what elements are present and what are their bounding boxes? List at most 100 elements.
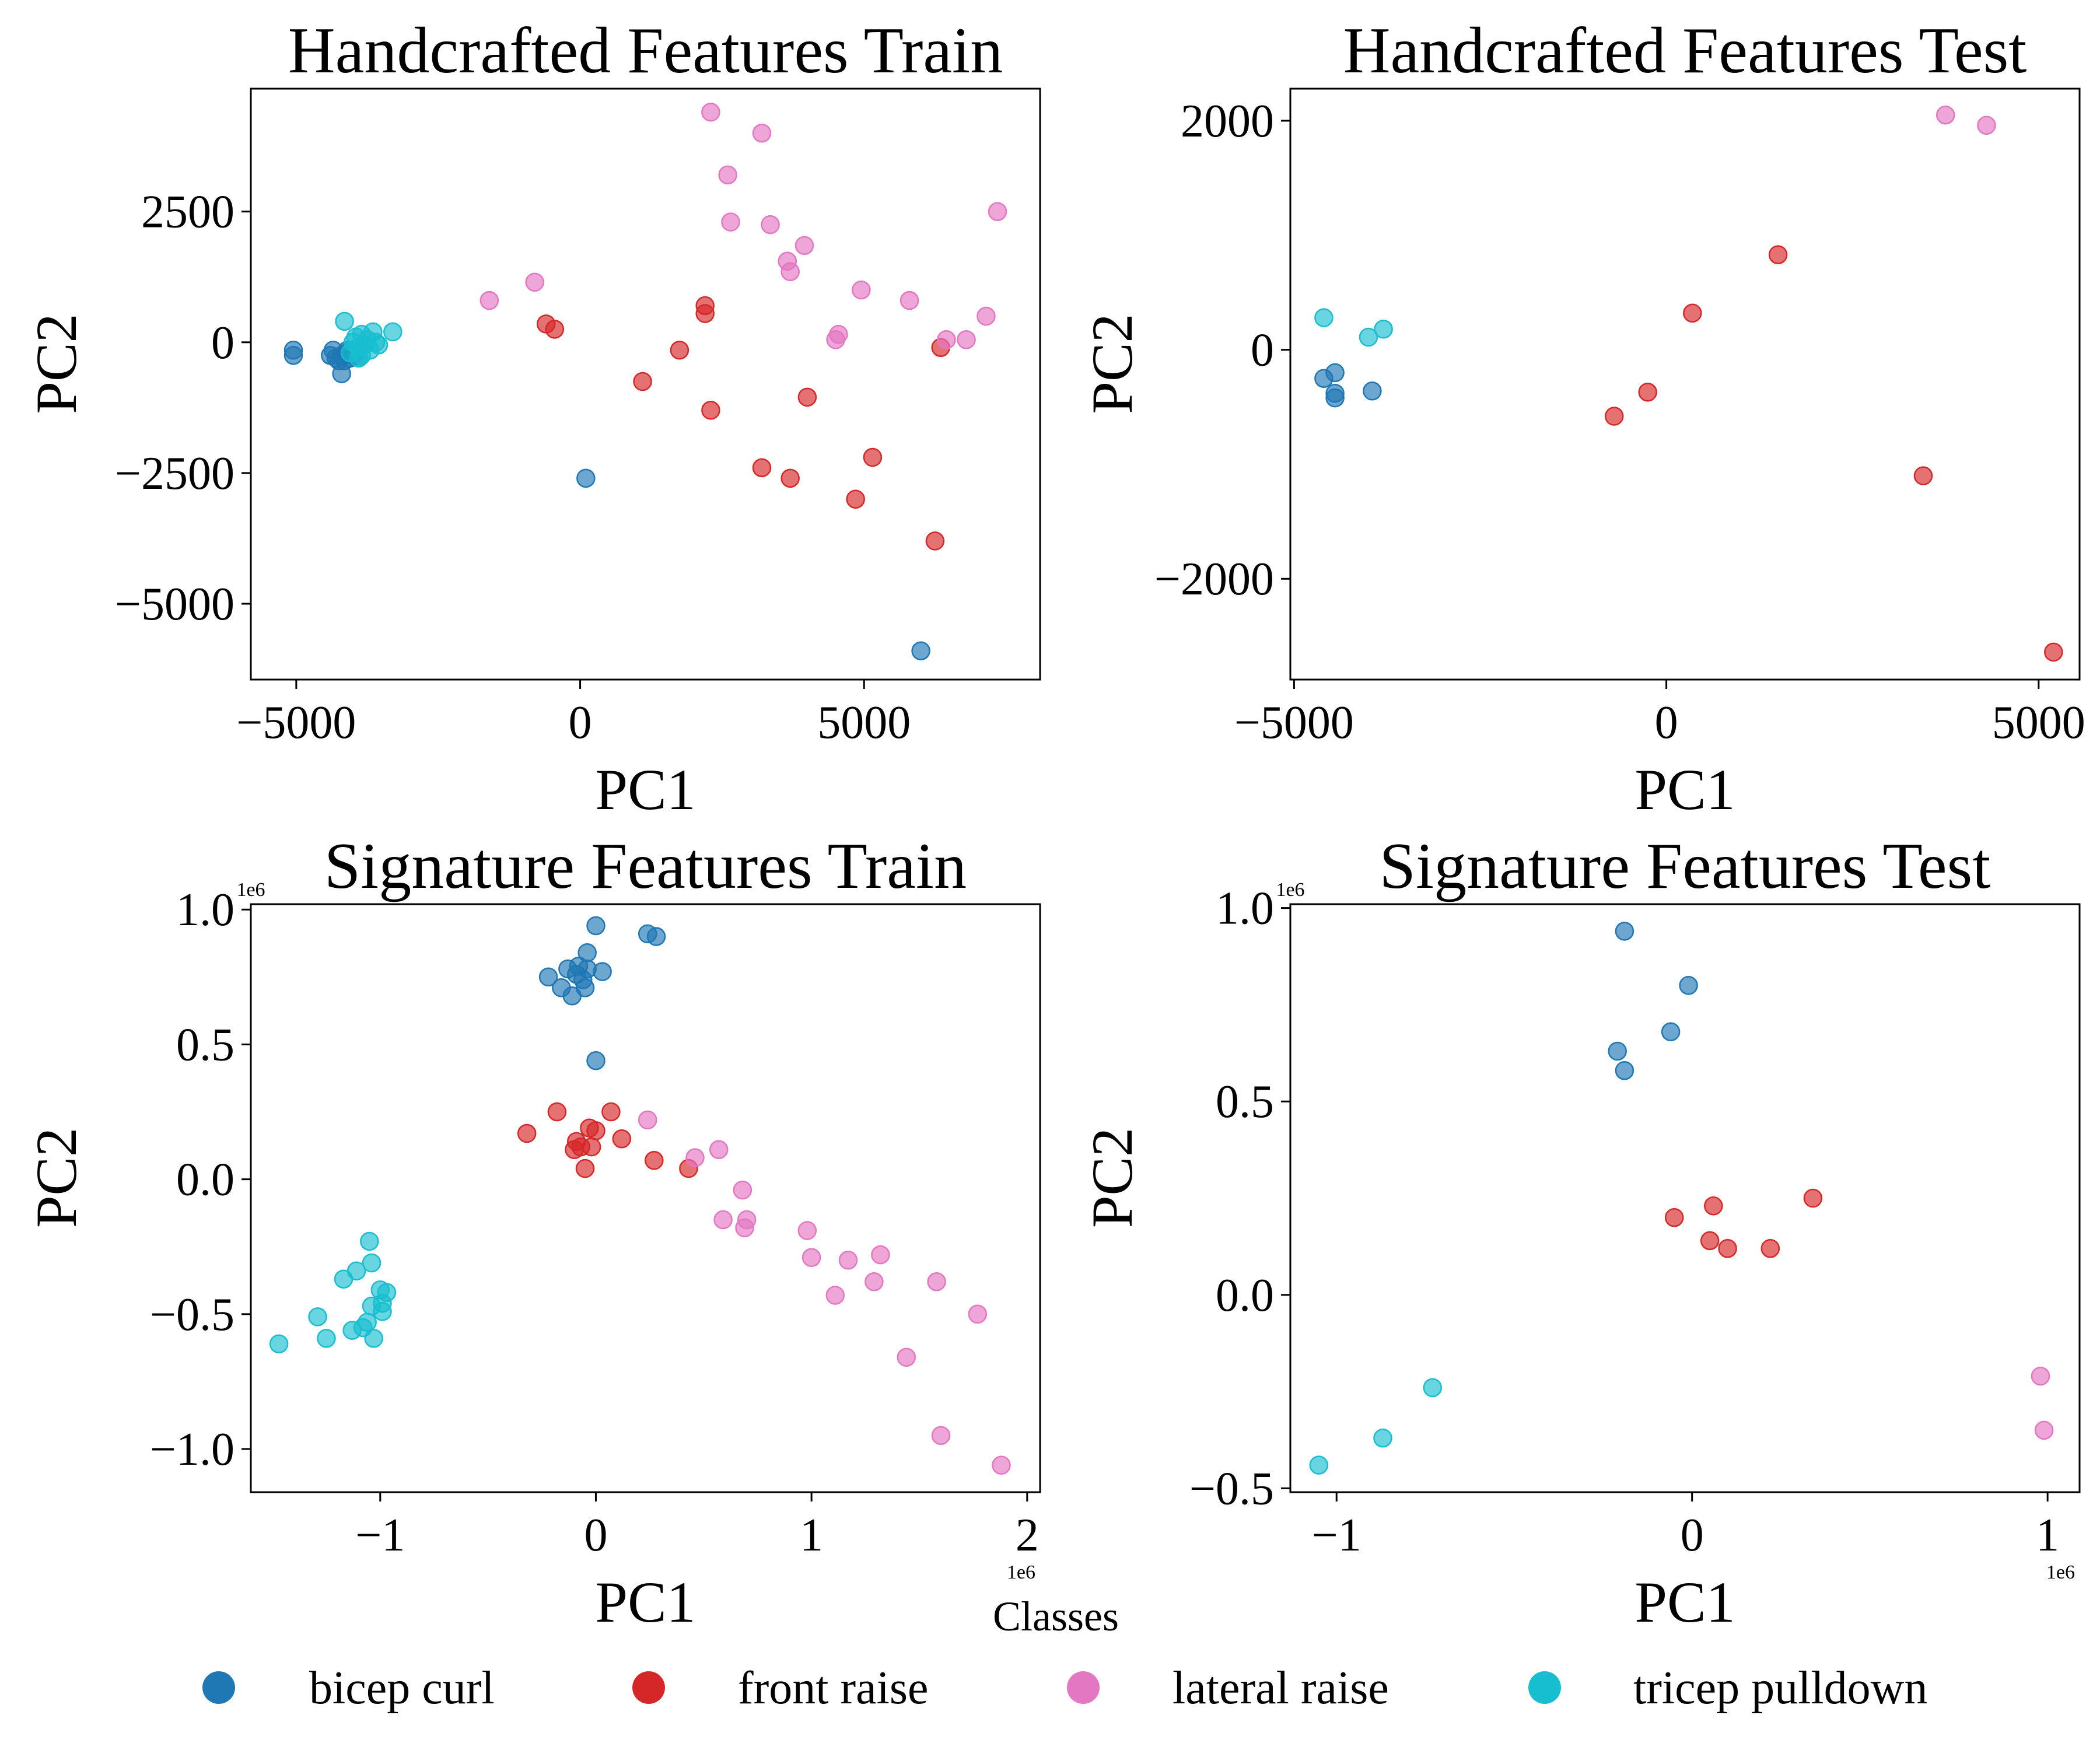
data-point-lateral-raise <box>713 1210 733 1230</box>
legend-label-front-raise: front raise <box>738 1662 929 1714</box>
data-point-lateral-raise <box>721 212 740 232</box>
chart-title: Handcrafted Features Test <box>1343 15 2027 87</box>
data-point-tricep-pulldown <box>364 1329 383 1348</box>
data-point-lateral-raise <box>927 1272 946 1292</box>
data-point-lateral-raise <box>897 1348 916 1367</box>
data-point-lateral-raise <box>977 306 996 326</box>
data-point-front-raise <box>545 320 565 339</box>
data-point-bicep-curl <box>593 962 612 981</box>
series-tricep-pulldown <box>1314 308 1393 347</box>
data-point-front-raise <box>586 1121 606 1140</box>
x-offset-label: 1e6 <box>1007 1562 1035 1583</box>
plot-frame <box>1289 88 2081 681</box>
data-point-front-raise <box>2044 642 2063 662</box>
data-point-lateral-raise <box>1977 116 1996 135</box>
data-point-lateral-raise <box>525 272 544 292</box>
data-point-bicep-curl <box>1679 976 1698 995</box>
y-tick-label: 0.5 <box>176 1019 235 1070</box>
data-point-bicep-curl <box>1615 922 1634 941</box>
series-tricep-pulldown <box>269 1231 397 1353</box>
y-offset-label: 1e6 <box>1276 879 1304 901</box>
x-tick-label: 0 <box>1681 1510 1704 1561</box>
series-front-raise <box>1604 245 2063 662</box>
data-point-front-raise <box>575 1158 595 1178</box>
data-point-bicep-curl <box>586 1051 606 1070</box>
legend-label-tricep-pulldown: tricep pulldown <box>1633 1662 1927 1714</box>
data-point-tricep-pulldown <box>373 1301 392 1321</box>
y-tick-label: −2500 <box>115 448 235 499</box>
data-point-front-raise <box>1803 1188 1823 1208</box>
data-point-lateral-raise <box>968 1304 988 1324</box>
data-point-tricep-pulldown <box>1359 327 1378 347</box>
data-point-tricep-pulldown <box>369 335 388 355</box>
data-point-lateral-raise <box>825 1286 845 1305</box>
data-point-lateral-raise <box>718 165 737 185</box>
data-point-front-raise <box>547 1102 567 1122</box>
data-point-lateral-raise <box>931 1426 951 1446</box>
legend-label-lateral-raise: lateral raise <box>1172 1662 1389 1714</box>
x-tick-label: −5000 <box>1234 697 1354 748</box>
data-point-bicep-curl <box>646 927 666 946</box>
data-point-bicep-curl <box>332 364 351 383</box>
y-tick-label: 2000 <box>1181 96 1274 147</box>
series-lateral-raise <box>2031 1366 2054 1440</box>
x-tick-label: 1 <box>800 1510 823 1561</box>
y-tick-label: 0.0 <box>176 1154 235 1206</box>
data-point-lateral-raise <box>797 1221 817 1240</box>
data-point-tricep-pulldown <box>1314 308 1334 327</box>
data-point-tricep-pulldown <box>362 1253 382 1273</box>
legend-label-bicep-curl: bicep curl <box>309 1662 495 1714</box>
y-tick-label: 1.0 <box>176 884 235 936</box>
data-point-bicep-curl <box>586 916 606 936</box>
data-point-lateral-raise <box>480 290 499 310</box>
x-tick-label: 5000 <box>817 697 911 748</box>
series-bicep-curl <box>1608 922 1698 1080</box>
y-tick-label: 0 <box>211 317 235 369</box>
series-front-raise <box>1664 1188 1823 1258</box>
data-point-bicep-curl <box>576 468 596 488</box>
x-tick-label: 0 <box>584 1510 607 1561</box>
data-point-lateral-raise <box>737 1210 757 1230</box>
data-point-front-raise <box>582 1137 601 1157</box>
data-point-bicep-curl <box>1661 1022 1681 1042</box>
data-point-lateral-raise <box>838 1251 858 1270</box>
data-point-tricep-pulldown <box>269 1334 289 1353</box>
data-point-bicep-curl <box>1363 382 1382 401</box>
data-point-front-raise <box>1760 1238 1780 1258</box>
data-point-front-raise <box>645 1151 664 1170</box>
chart-handcrafted-features-train: Handcrafted Features Train −5000 0 5000 −500… <box>24 15 1041 822</box>
legend-marker-front-raise <box>632 1671 665 1704</box>
y-tick-label: −5000 <box>115 579 235 630</box>
data-point-lateral-raise <box>685 1148 705 1167</box>
data-point-front-raise <box>1718 1238 1737 1258</box>
x-tick-label: −1 <box>355 1510 405 1561</box>
series-bicep-curl <box>538 916 666 1070</box>
data-point-front-raise <box>925 531 945 551</box>
data-point-lateral-raise <box>900 290 919 310</box>
series-bicep-curl <box>284 340 930 660</box>
data-point-lateral-raise <box>852 280 871 300</box>
data-point-bicep-curl <box>1325 388 1345 408</box>
x-tick-label: 0 <box>569 697 592 748</box>
data-point-front-raise <box>633 372 652 391</box>
legend-title: Classes <box>993 1593 1119 1640</box>
data-point-lateral-raise <box>957 330 976 349</box>
plot-frame <box>250 88 1041 681</box>
data-point-front-raise <box>1700 1231 1720 1251</box>
series-lateral-raise <box>1936 105 1996 135</box>
data-point-lateral-raise <box>701 103 720 122</box>
y-tick-label: 0.0 <box>1216 1270 1274 1321</box>
y-tick-label: 0 <box>1251 325 1274 376</box>
plot-frame <box>250 903 1041 1493</box>
data-point-lateral-raise <box>638 1110 657 1130</box>
data-point-front-raise <box>752 458 772 478</box>
data-point-lateral-raise <box>709 1140 729 1160</box>
data-point-lateral-raise <box>1936 105 1955 125</box>
x-tick-label: −5000 <box>236 697 356 748</box>
data-point-lateral-raise <box>761 215 780 235</box>
x-tick-label: 5000 <box>1992 697 2085 748</box>
data-point-tricep-pulldown <box>308 1307 327 1326</box>
plot-frame <box>1289 903 2081 1493</box>
data-point-tricep-pulldown <box>377 1283 397 1303</box>
x-axis-label: PC1 <box>595 1570 695 1634</box>
